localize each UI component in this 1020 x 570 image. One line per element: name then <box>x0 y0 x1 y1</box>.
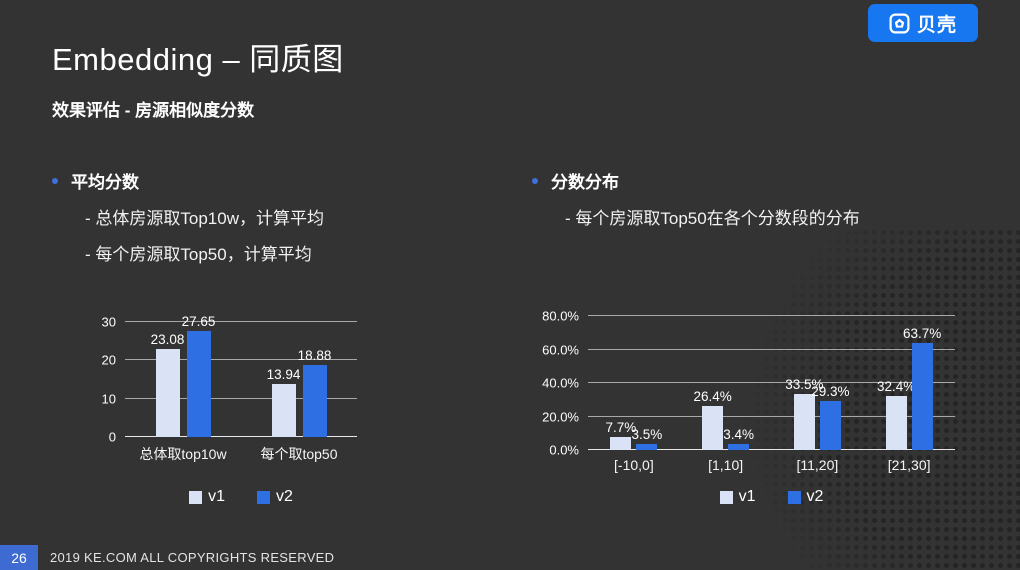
bullet-dot-icon <box>532 177 538 184</box>
x-axis-labels: 总体取top10w 每个取top50 <box>125 444 357 464</box>
avg-score-heading: 平均分数 <box>71 173 139 192</box>
legend-item-v1: v1 <box>189 488 225 506</box>
y-tick-label: 0.0% <box>549 442 579 458</box>
avg-score-heading-row: 平均分数 <box>52 168 324 193</box>
avg-score-section: 平均分数 - 总体房源取Top10w，计算平均 - 每个房源取Top50，计算平… <box>52 168 324 265</box>
copyright-text: 2019 KE.COM ALL COPYRIGHTS RESERVED <box>50 550 335 565</box>
bar-group: 32.4% 63.7% <box>863 316 955 450</box>
value-label: 18.88 <box>297 347 332 363</box>
chart-legend: v1 v2 <box>588 488 955 506</box>
bar-v1: 23.08 <box>151 332 184 437</box>
value-label: 63.7% <box>902 326 942 342</box>
x-category-label: [1,10] <box>708 457 744 473</box>
page-subtitle: 效果评估 - 房源相似度分数 <box>52 101 255 120</box>
chart-legend: v1 v2 <box>125 488 357 506</box>
x-category-label: 总体取top10w <box>139 446 227 462</box>
legend-swatch <box>719 490 733 504</box>
bar-v2: 63.7% <box>903 326 941 450</box>
score-distribution-bar-chart: 0.0% 20.0% 40.0% 60.0% 80.0% 7.7% 3.5% 26.4% 3.4… <box>530 309 955 506</box>
bar-v1: 32.4% <box>877 379 915 450</box>
bar-v2: 18.88 <box>298 348 331 437</box>
legend-item-v1: v1 <box>719 488 756 506</box>
y-tick-label: 20.0% <box>542 409 579 424</box>
value-label: 3.5% <box>631 427 663 443</box>
bar-group: 26.4% 3.4% <box>680 316 772 450</box>
bar-v2: 29.3% <box>811 384 850 450</box>
page-number-badge: 26 <box>0 545 38 570</box>
bar-v2: 3.4% <box>723 427 754 450</box>
gridline <box>125 436 357 437</box>
bullet-dot-icon <box>52 177 58 184</box>
y-tick-label: 30 <box>101 314 116 330</box>
gridline <box>125 321 357 322</box>
value-label: 32.4% <box>876 378 916 394</box>
distribution-section: 分数分布 - 每个房源取Top50在各个分数段的分布 <box>532 168 860 229</box>
bar-v2: 27.65 <box>182 314 215 437</box>
bar-groups: 7.7% 3.5% 26.4% 3.4% 33.5% 29.3% 32.4% 63.7% <box>588 316 955 450</box>
plot-area: 0 10 20 30 23.08 27.65 13.94 18.88 <box>102 314 357 445</box>
plot-area: 0.0% 20.0% 40.0% 60.0% 80.0% 7.7% 3.5% 26.4% 3.4… <box>542 309 955 458</box>
x-category-label: 每个取top50 <box>260 446 338 462</box>
legend-swatch <box>257 490 270 504</box>
x-category-label: [-10,0] <box>614 457 654 473</box>
bar-v1: 26.4% <box>693 389 732 450</box>
legend-swatch <box>787 490 801 504</box>
y-tick-label: 10 <box>101 391 116 407</box>
value-label: 27.65 <box>181 314 216 330</box>
bar-group: 33.5% 29.3% <box>772 316 864 450</box>
legend-item-v2: v2 <box>787 488 823 506</box>
y-tick-label: 60.0% <box>542 342 579 357</box>
bar-v1: 33.5% <box>785 377 824 450</box>
avg-score-bar-chart: 0 10 20 30 23.08 27.65 13.94 18.88 总体取top10w 每个取… <box>85 314 357 506</box>
x-axis-labels: [-10,0] [1,10] [11,20] [21,30] <box>588 457 955 473</box>
beike-logo-icon <box>889 13 910 34</box>
y-tick-label: 80.0% <box>542 308 579 324</box>
x-category-label: [21,30] <box>887 457 931 473</box>
bar-group: 13.94 18.88 <box>241 322 357 437</box>
distribution-heading: 分数分布 <box>551 173 619 192</box>
bar-v1: 13.94 <box>267 367 300 437</box>
y-tick-label: 40.0% <box>542 375 579 391</box>
bar-groups: 23.08 27.65 13.94 18.88 <box>125 314 357 437</box>
distribution-heading-row: 分数分布 <box>532 168 860 193</box>
bar-v2: 3.5% <box>631 427 662 450</box>
gridline <box>125 397 357 399</box>
bar-v1: 7.7% <box>605 420 636 450</box>
value-label: 26.4% <box>693 388 732 404</box>
value-label: 23.08 <box>150 331 185 347</box>
distribution-item: - 每个房源取Top50在各个分数段的分布 <box>565 209 860 228</box>
value-label: 3.4% <box>723 427 755 443</box>
value-label: 13.94 <box>266 366 301 382</box>
value-label: 7.7% <box>605 420 637 436</box>
gridline <box>125 359 357 361</box>
value-label: 29.3% <box>811 383 850 399</box>
avg-score-item: - 总体房源取Top10w，计算平均 <box>85 209 324 228</box>
brand-logo-text: 贝壳 <box>916 14 957 36</box>
legend-item-v2: v2 <box>257 488 293 506</box>
bar-group: 7.7% 3.5% <box>588 316 680 450</box>
brand-logo-badge: 贝壳 <box>868 4 978 42</box>
y-tick-label: 20 <box>101 352 116 368</box>
page-title: Embedding – 同质图 <box>52 42 344 77</box>
x-category-label: [11,20] <box>796 457 839 473</box>
legend-swatch <box>189 490 203 504</box>
y-tick-label: 0 <box>108 429 116 445</box>
avg-score-item: - 每个房源取Top50，计算平均 <box>85 245 312 264</box>
bar-group: 23.08 27.65 <box>125 314 241 437</box>
